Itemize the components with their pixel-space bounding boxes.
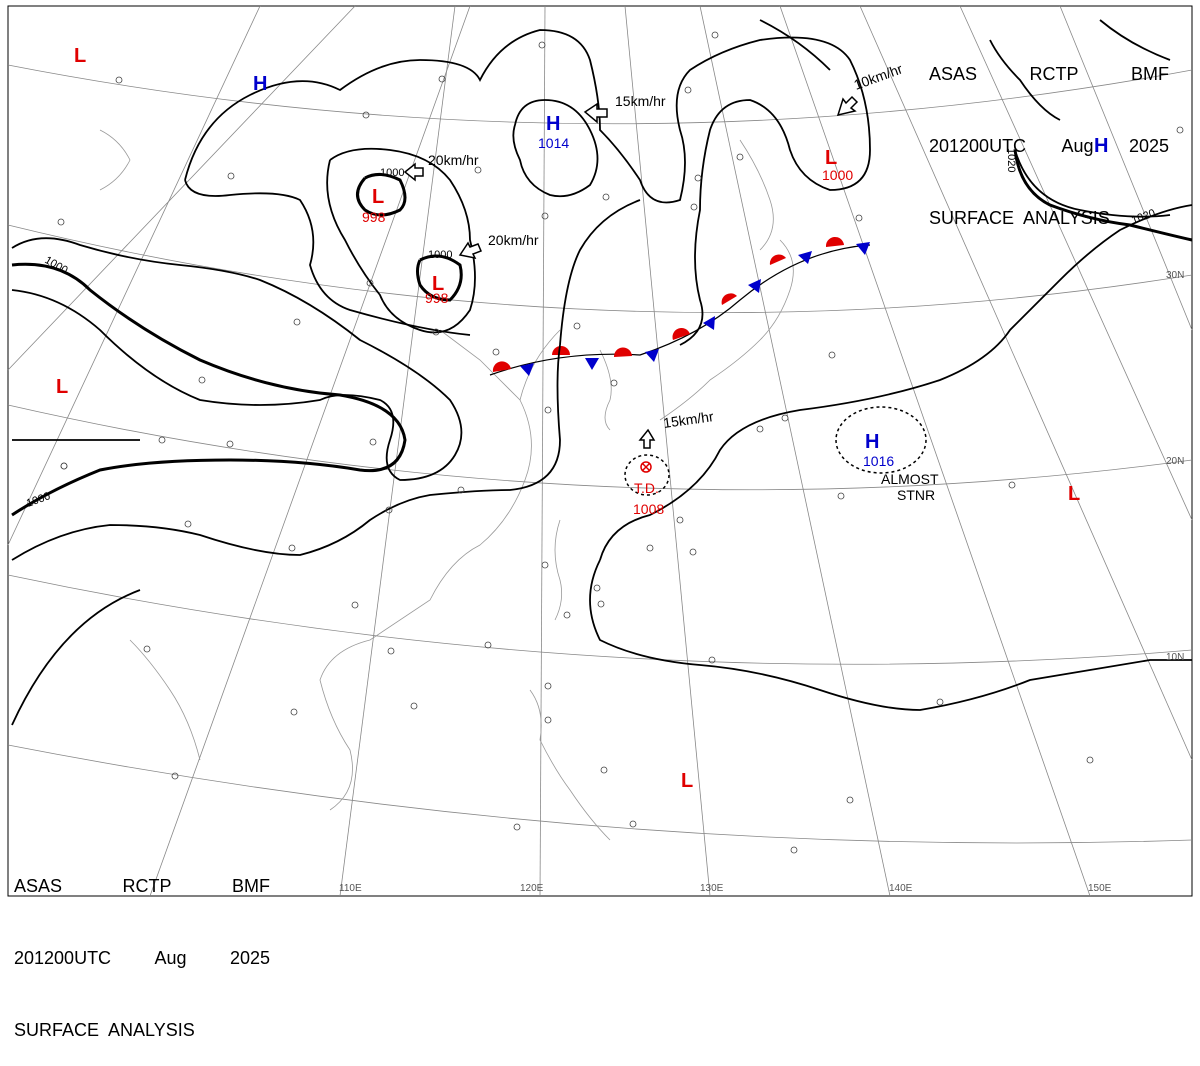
cold-front-barb bbox=[856, 242, 870, 255]
warm-front-lobe bbox=[721, 293, 737, 305]
warm-front-lobe bbox=[492, 361, 511, 372]
td-pressure: 1008 bbox=[633, 501, 664, 517]
almost-label: ALMOST bbox=[881, 471, 939, 487]
low-center: L bbox=[372, 186, 384, 208]
motion-vector-label: 20km/hr bbox=[428, 152, 479, 168]
station-plots bbox=[57, 31, 1184, 854]
header-office: BMF bbox=[1131, 64, 1169, 84]
header-year: 2025 bbox=[1128, 136, 1169, 156]
isobar-label: 1000 bbox=[380, 167, 404, 179]
warm-front-lobe bbox=[552, 346, 570, 355]
isobars bbox=[11, 19, 1193, 726]
td-label: T.D. bbox=[634, 480, 659, 496]
stationary-note: ALMOST STNR bbox=[881, 471, 939, 503]
header-top-right: ASAS RCTP BMF 201200UTC Aug 2025 SURFACE… bbox=[929, 14, 1169, 254]
high-pressure-value: 1014 bbox=[538, 135, 569, 151]
isobar-label: 1000 bbox=[428, 249, 452, 261]
motion-vector-label: 20km/hr bbox=[488, 232, 539, 248]
header-title: SURFACE ANALYSIS bbox=[929, 208, 1110, 228]
low-center: L bbox=[432, 273, 444, 295]
low-center: L bbox=[56, 376, 68, 398]
dashed-closed-isobars bbox=[624, 406, 927, 496]
low-center: L bbox=[74, 45, 86, 67]
header-center: ASAS bbox=[929, 64, 978, 84]
isobar-labels: 1000 1000 1000 1000 1020 1020 bbox=[25, 148, 1157, 510]
longitude-label: 120E bbox=[520, 883, 544, 894]
high-center: H bbox=[253, 73, 267, 95]
stationary-front bbox=[489, 236, 871, 376]
low-pressure-value: 998 bbox=[362, 209, 386, 225]
cold-front-barb bbox=[748, 279, 761, 293]
cold-front-barb bbox=[585, 358, 599, 370]
header-agency: RCTP bbox=[1029, 64, 1079, 84]
low-pressure-value: 1000 bbox=[822, 167, 853, 183]
dashed-closed-isobars bbox=[326, 99, 599, 334]
motion-vector-label: 10km/hr bbox=[852, 60, 905, 92]
header-time: 201200UTC bbox=[14, 948, 112, 968]
header-month: Aug bbox=[154, 948, 187, 968]
graticule-labels: 110E 120E 130E 140E 150E 30N 20N 10N bbox=[339, 270, 1184, 894]
longitude-label: 140E bbox=[889, 883, 913, 894]
latitude-label: 10N bbox=[1166, 652, 1184, 663]
isobar-label: 1000 bbox=[43, 254, 70, 277]
thick-isobar-1000 bbox=[11, 149, 1193, 517]
motion-vector-label: 15km/hr bbox=[662, 408, 715, 431]
header-line-1: ASAS RCTP BMF bbox=[929, 62, 1169, 86]
latitude-label: 20N bbox=[1166, 456, 1184, 467]
cold-front-barb bbox=[703, 316, 715, 330]
motion-vector-label: 15km/hr bbox=[615, 93, 666, 109]
header-time: 201200UTC bbox=[929, 136, 1027, 156]
header-line-1: ASAS RCTP BMF bbox=[14, 874, 270, 898]
map-frame bbox=[7, 5, 1193, 897]
header-line-2: 201200UTC Aug 2025 bbox=[14, 946, 270, 970]
high-center: H bbox=[1094, 135, 1108, 157]
longitude-label: 110E bbox=[339, 883, 362, 894]
motion-arrows bbox=[403, 95, 859, 449]
warm-front-lobe bbox=[672, 327, 690, 340]
header-title: SURFACE ANALYSIS bbox=[14, 1020, 195, 1040]
meridian-lines bbox=[7, 5, 1193, 897]
weather-chart: 20km/hr 20km/hr 15km/hr 10km/hr 15km/hr … bbox=[7, 5, 1193, 897]
surface-analysis-map: 20km/hr 20km/hr 15km/hr 10km/hr 15km/hr … bbox=[7, 5, 1193, 1040]
isobar-label: 1020 bbox=[1005, 148, 1017, 172]
header-bottom-left: ASAS RCTP BMF 201200UTC Aug 2025 SURFACE… bbox=[14, 826, 270, 1066]
td-center-icon bbox=[640, 461, 652, 473]
cold-front-barb bbox=[645, 349, 659, 362]
high-center: H bbox=[546, 113, 560, 135]
stnr-label: STNR bbox=[897, 487, 935, 503]
header-center: ASAS bbox=[14, 876, 63, 896]
cold-front-barb bbox=[798, 251, 812, 264]
longitude-label: 130E bbox=[700, 883, 724, 894]
header-year: 2025 bbox=[229, 948, 270, 968]
low-center: L bbox=[1068, 483, 1080, 505]
warm-front-lobe bbox=[825, 236, 844, 247]
pressure-centers: L 998 L 998 L 1000 H 1014 H 1016 H H L L… bbox=[56, 45, 1108, 792]
high-center: H bbox=[865, 431, 879, 453]
header-office: BMF bbox=[232, 876, 270, 896]
warm-front-lobe bbox=[613, 347, 632, 357]
latitude-label: 30N bbox=[1166, 270, 1184, 281]
longitude-label: 150E bbox=[1088, 883, 1112, 894]
low-pressure-value: 998 bbox=[425, 290, 449, 306]
tropical-depression: T.D. 1008 bbox=[633, 461, 664, 517]
low-center: L bbox=[825, 147, 837, 169]
cold-front-barb bbox=[520, 363, 534, 376]
header-line-3: SURFACE ANALYSIS bbox=[14, 1018, 270, 1042]
header-month: Aug bbox=[1061, 136, 1094, 156]
warm-front-lobe bbox=[769, 254, 786, 265]
isobar-label: 1000 bbox=[25, 490, 52, 510]
low-center: L bbox=[681, 770, 693, 792]
header-line-3: SURFACE ANALYSIS bbox=[929, 206, 1169, 230]
header-line-2: 201200UTC Aug 2025 bbox=[929, 134, 1169, 158]
high-pressure-value: 1016 bbox=[863, 453, 894, 469]
header-agency: RCTP bbox=[122, 876, 172, 896]
coastlines bbox=[99, 129, 794, 841]
